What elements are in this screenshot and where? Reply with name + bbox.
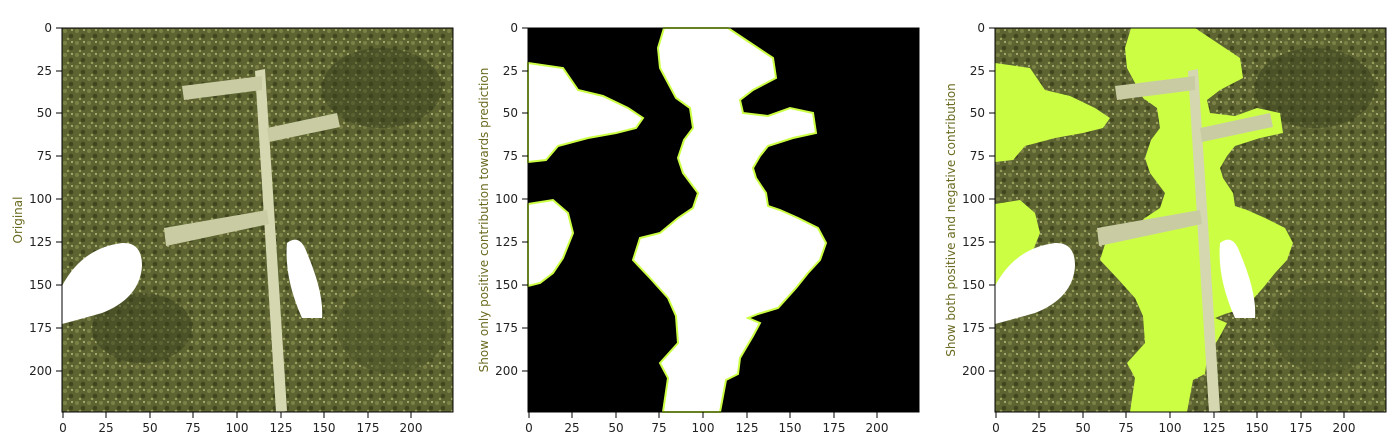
- x-tick: 125: [1203, 421, 1226, 435]
- ylabel-both: Show both positive and negative contribu…: [944, 83, 958, 357]
- x-tick: 75: [1118, 421, 1133, 435]
- plot-positive: 0 25 50 75 100 125 150 175 200 0 25 50 7…: [477, 21, 920, 435]
- y-tick: 150: [495, 278, 518, 292]
- x-axis-ticks-positive: 0 25 50 75 100 125 150 175 200: [525, 412, 888, 435]
- y-tick: 100: [962, 192, 985, 206]
- x-tick: 200: [866, 421, 889, 435]
- x-tick: 25: [564, 421, 579, 435]
- x-tick: 75: [651, 421, 666, 435]
- y-tick: 75: [503, 149, 518, 163]
- x-tick: 200: [1333, 421, 1356, 435]
- y-tick: 175: [495, 321, 518, 335]
- y-tick: 200: [29, 364, 52, 378]
- y-tick: 50: [970, 106, 985, 120]
- y-tick: 175: [962, 321, 985, 335]
- ylabel-positive: Show only positive contribution towards …: [477, 68, 491, 373]
- y-tick: 175: [29, 321, 52, 335]
- x-tick: 100: [226, 421, 249, 435]
- y-tick: 150: [962, 278, 985, 292]
- x-tick: 200: [400, 421, 423, 435]
- positive-regions: [527, 27, 828, 413]
- y-axis-ticks-positive: 0 25 50 75 100 125 150 175 200: [495, 21, 528, 378]
- y-tick: 125: [495, 235, 518, 249]
- x-tick: 175: [357, 421, 380, 435]
- y-tick: 0: [510, 21, 518, 35]
- y-tick: 0: [977, 21, 985, 35]
- panel-original: 0 25 50 75 100 125 150 175 200 0 25 50 7…: [0, 0, 460, 441]
- x-tick: 175: [1290, 421, 1313, 435]
- x-tick: 125: [736, 421, 759, 435]
- panel-both: 0 25 50 75 100 125 150 175 200 0 25 50 7…: [933, 0, 1393, 441]
- y-tick: 25: [503, 64, 518, 78]
- panel-positive: 0 25 50 75 100 125 150 175 200 0 25 50 7…: [466, 0, 926, 441]
- y-tick: 50: [37, 106, 52, 120]
- x-tick: 175: [823, 421, 846, 435]
- y-axis-ticks-both: 0 25 50 75 100 125 150 175 200: [962, 21, 995, 378]
- x-tick: 100: [1159, 421, 1182, 435]
- y-tick: 0: [44, 21, 52, 35]
- y-axis-ticks-original: 0 25 50 75 100 125 150 175 200: [29, 21, 62, 378]
- y-tick: 200: [495, 364, 518, 378]
- y-tick: 125: [29, 235, 52, 249]
- plot-both: 0 25 50 75 100 125 150 175 200 0 25 50 7…: [944, 21, 1387, 435]
- x-tick: 50: [608, 421, 623, 435]
- x-axis-ticks-original: 0 25 50 75 100 125 150 175 200: [59, 412, 422, 435]
- x-tick: 0: [525, 421, 533, 435]
- x-tick: 150: [313, 421, 336, 435]
- x-tick: 125: [270, 421, 293, 435]
- y-tick: 25: [37, 64, 52, 78]
- y-tick: 75: [970, 149, 985, 163]
- x-tick: 0: [59, 421, 67, 435]
- y-tick: 50: [503, 106, 518, 120]
- plot-original: 0 25 50 75 100 125 150 175 200 0 25 50 7…: [11, 21, 454, 435]
- x-axis-ticks-both: 0 25 50 75 100 125 150 175 200: [992, 412, 1355, 435]
- x-tick: 25: [1031, 421, 1046, 435]
- x-tick: 25: [98, 421, 113, 435]
- x-tick: 150: [779, 421, 802, 435]
- x-tick: 75: [185, 421, 200, 435]
- x-tick: 0: [992, 421, 1000, 435]
- ylabel-original: Original: [11, 197, 25, 244]
- x-tick: 100: [692, 421, 715, 435]
- x-tick: 150: [1246, 421, 1269, 435]
- y-tick: 200: [962, 364, 985, 378]
- y-tick: 125: [962, 235, 985, 249]
- x-tick: 50: [142, 421, 157, 435]
- y-tick: 100: [29, 192, 52, 206]
- x-tick: 50: [1075, 421, 1090, 435]
- y-tick: 100: [495, 192, 518, 206]
- y-tick: 25: [970, 64, 985, 78]
- y-tick: 75: [37, 149, 52, 163]
- y-tick: 150: [29, 278, 52, 292]
